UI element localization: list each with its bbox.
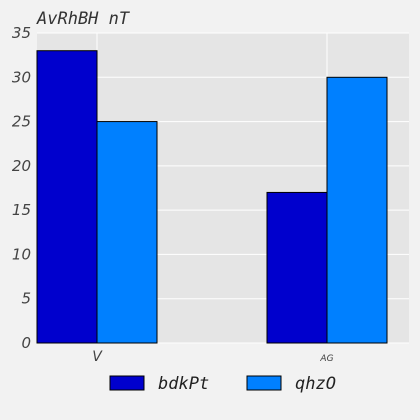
legend-label-qhzO: qhzO [295, 374, 336, 394]
y-tick-label: 5 [21, 290, 31, 308]
legend: bdkPt qhzO [109, 374, 336, 394]
x-axis-ticks: V AG [92, 349, 333, 365]
y-tick-label: 10 [12, 245, 31, 263]
y-tick-label: 0 [21, 334, 31, 352]
legend-swatch-bdkPt [109, 375, 145, 391]
bar-bdkPt-AG [266, 191, 328, 344]
y-tick-label: 30 [12, 68, 31, 86]
bar-bdkPt-V [36, 50, 98, 344]
y-tick-label: 20 [12, 157, 31, 175]
bar-qhzO-AG [326, 76, 388, 344]
x-tick-label: V [92, 349, 103, 365]
bar-qhzO-V [96, 121, 158, 344]
legend-swatch-qhzO [246, 375, 282, 391]
x-tick-label: AG [319, 354, 333, 364]
legend-label-bdkPt: bdkPt [158, 374, 209, 394]
bars [36, 50, 388, 344]
y-axis-ticks: 0 5 10 15 20 25 30 35 [12, 24, 31, 352]
y-tick-label: 15 [12, 201, 31, 219]
y-tick-label: 35 [12, 24, 31, 42]
chart-title: AvRhBH nT [36, 9, 131, 29]
y-tick-label: 25 [12, 113, 31, 131]
